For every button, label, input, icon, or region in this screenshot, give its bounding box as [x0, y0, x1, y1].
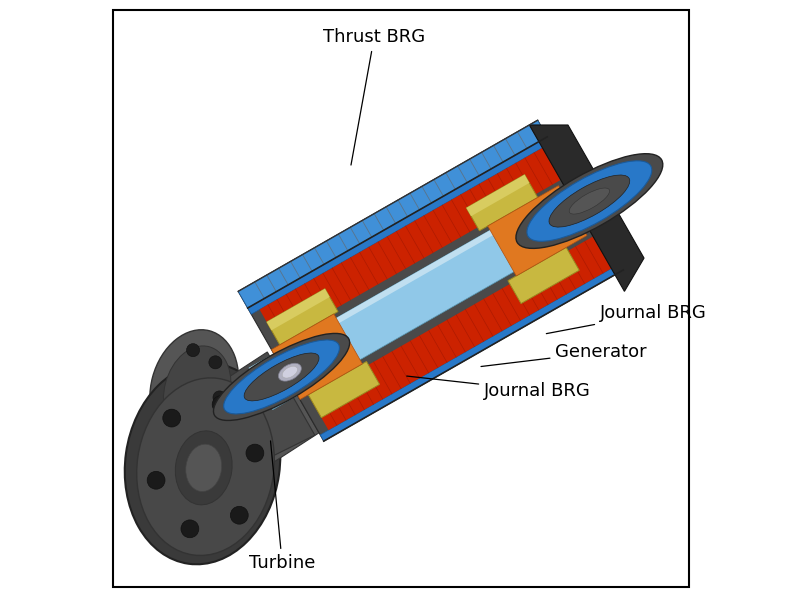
Ellipse shape [244, 353, 319, 401]
Polygon shape [199, 352, 315, 472]
Ellipse shape [527, 161, 652, 241]
Polygon shape [249, 171, 618, 410]
Ellipse shape [278, 363, 302, 381]
Ellipse shape [246, 444, 264, 462]
Polygon shape [467, 174, 529, 216]
Polygon shape [467, 174, 537, 231]
Polygon shape [249, 171, 597, 373]
Ellipse shape [186, 444, 221, 491]
Polygon shape [238, 120, 547, 308]
Ellipse shape [125, 363, 281, 564]
Ellipse shape [516, 153, 662, 248]
Ellipse shape [224, 340, 339, 414]
Polygon shape [267, 289, 338, 345]
Polygon shape [260, 148, 561, 341]
Polygon shape [271, 314, 363, 399]
Ellipse shape [187, 344, 200, 356]
Ellipse shape [163, 409, 180, 427]
Polygon shape [248, 137, 623, 441]
Ellipse shape [230, 506, 248, 524]
Text: Generator: Generator [481, 343, 647, 367]
Ellipse shape [176, 431, 232, 505]
Ellipse shape [209, 356, 222, 369]
Ellipse shape [549, 175, 630, 227]
Polygon shape [529, 125, 644, 291]
Ellipse shape [164, 346, 231, 436]
Polygon shape [238, 120, 547, 308]
Ellipse shape [148, 472, 165, 489]
Ellipse shape [181, 520, 199, 538]
Polygon shape [508, 247, 579, 303]
Polygon shape [248, 137, 551, 314]
Ellipse shape [569, 188, 610, 214]
Polygon shape [221, 387, 319, 480]
Ellipse shape [282, 367, 298, 378]
Ellipse shape [136, 378, 274, 555]
Ellipse shape [213, 391, 226, 404]
Text: Turbine: Turbine [249, 441, 315, 572]
Polygon shape [267, 289, 330, 330]
Text: Journal BRG: Journal BRG [407, 376, 591, 399]
Polygon shape [308, 362, 379, 418]
Ellipse shape [150, 330, 238, 447]
Polygon shape [310, 236, 611, 430]
Ellipse shape [213, 333, 350, 420]
Polygon shape [320, 264, 623, 441]
Text: Thrust BRG: Thrust BRG [323, 28, 425, 165]
Ellipse shape [213, 396, 230, 413]
Text: Journal BRG: Journal BRG [546, 304, 707, 334]
Polygon shape [488, 186, 587, 276]
